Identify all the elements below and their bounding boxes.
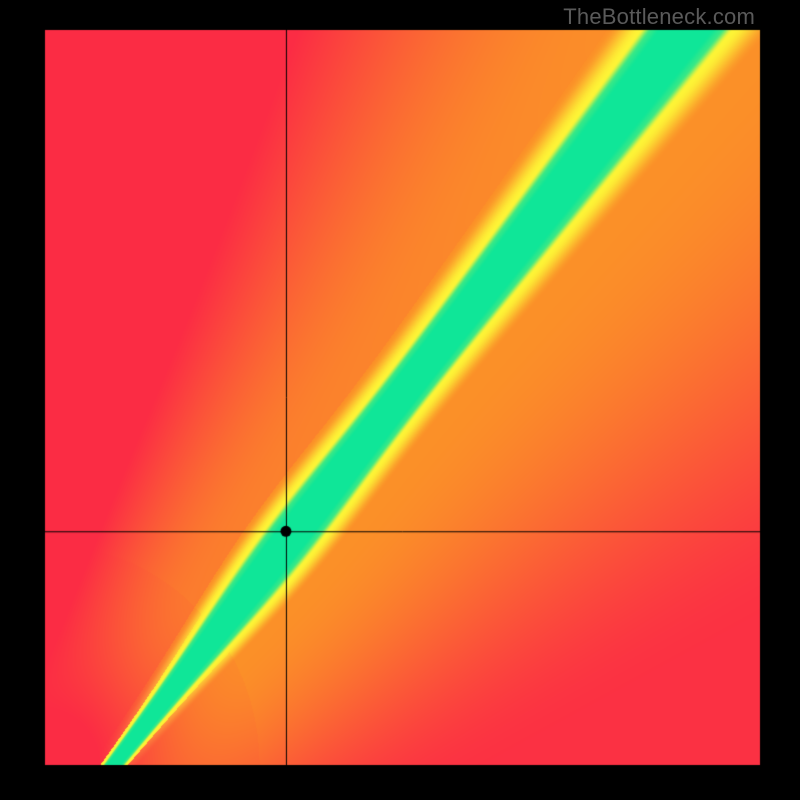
chart-container: TheBottleneck.com: [0, 0, 800, 800]
watermark-text: TheBottleneck.com: [563, 4, 755, 30]
bottleneck-heatmap: [0, 0, 800, 800]
